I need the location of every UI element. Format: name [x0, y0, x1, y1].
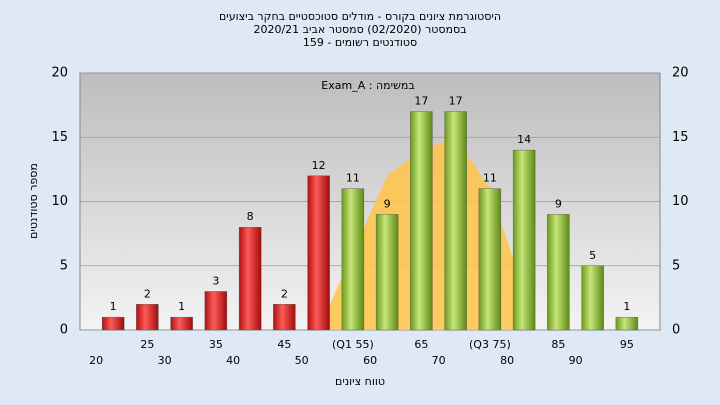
y-tick-label: 20 — [672, 66, 689, 81]
x-tick-label: 30 — [158, 354, 172, 367]
x-tick-label: (Q1 55) — [332, 338, 374, 351]
x-tick-label: 65 — [414, 338, 428, 351]
x-tick-label: 35 — [209, 338, 223, 351]
data-label: 2 — [281, 287, 288, 300]
data-label: 3 — [212, 274, 219, 287]
x-tick-label: 90 — [569, 354, 583, 367]
bar — [170, 316, 193, 331]
data-label: 1 — [623, 300, 630, 313]
data-label: 17 — [414, 95, 428, 108]
data-label: 11 — [483, 172, 497, 185]
x-axis-label: טווח ציונים — [335, 375, 385, 388]
data-label: 1 — [110, 300, 117, 313]
x-tick-label: 95 — [620, 338, 634, 351]
x-tick-label: 85 — [551, 338, 565, 351]
x-tick-label: 50 — [295, 354, 309, 367]
chart-title: היסטוגרמת ציונים בקורס - מודלים סטוכסטיי… — [219, 10, 501, 23]
bar — [581, 265, 604, 331]
y-axis-label: מספר סטודנטים — [27, 163, 40, 239]
data-label: 8 — [247, 210, 254, 223]
data-label: 2 — [144, 287, 151, 300]
data-label: 11 — [346, 172, 360, 185]
x-tick-label: 20 — [89, 354, 103, 367]
y-tick-label: 20 — [51, 66, 68, 81]
bar — [478, 188, 502, 331]
x-tick-label: 60 — [363, 354, 377, 367]
data-label: 9 — [384, 197, 391, 210]
data-label: 12 — [312, 159, 326, 172]
data-label: 5 — [589, 249, 596, 262]
bar — [273, 304, 296, 331]
x-tick-label: 80 — [500, 354, 514, 367]
annotation: במשימה : Exam_A — [321, 79, 414, 92]
x-tick-label: (Q3 75) — [469, 338, 511, 351]
bar — [204, 291, 228, 331]
bar — [238, 226, 262, 331]
y-tick-label: 0 — [60, 323, 68, 338]
bar — [444, 111, 467, 331]
y-tick-label: 0 — [672, 323, 680, 338]
data-label: 1 — [178, 300, 185, 313]
y-tick-label: 5 — [672, 258, 680, 273]
data-label: 9 — [555, 197, 562, 210]
y-tick-label: 15 — [51, 130, 68, 145]
chart-subtitle: בסמסטר (02/2020) סמסטר אביב 2020/21 — [253, 23, 466, 36]
bar — [410, 111, 433, 331]
y-tick-label: 10 — [51, 194, 68, 209]
chart-subtitle: סטודנטים רשומים - 159 — [303, 36, 417, 49]
x-tick-label: 45 — [277, 338, 291, 351]
x-tick-label: 40 — [226, 354, 240, 367]
bar — [547, 214, 570, 331]
bar — [341, 188, 365, 331]
data-label: 14 — [517, 133, 531, 146]
bar — [375, 214, 399, 331]
data-label: 17 — [449, 95, 463, 108]
y-tick-label: 15 — [672, 130, 689, 145]
y-tick-label: 10 — [672, 194, 689, 209]
bar — [512, 149, 536, 331]
bar — [615, 316, 639, 331]
bar — [101, 316, 125, 331]
bar — [307, 175, 330, 331]
y-tick-label: 5 — [60, 258, 68, 273]
x-tick-label: 70 — [432, 354, 446, 367]
bar — [136, 304, 159, 331]
x-tick-label: 25 — [140, 338, 154, 351]
